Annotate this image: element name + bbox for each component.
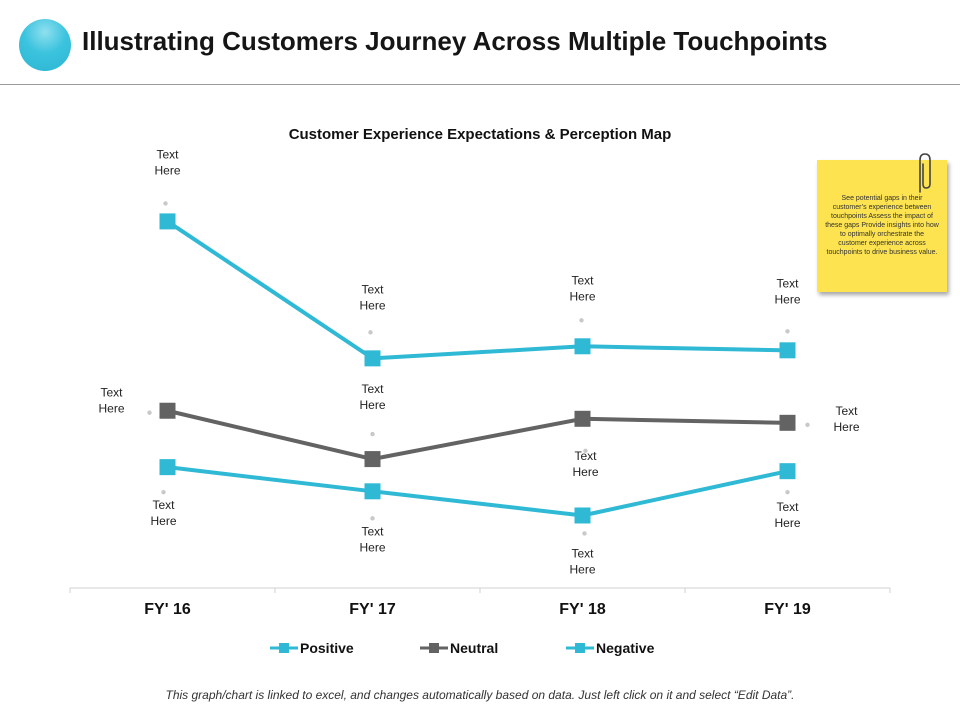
x-tick-label: FY' 19	[764, 601, 811, 618]
series-line-negative	[167, 465, 788, 518]
chart-title: Customer Experience Expectations & Perce…	[288, 126, 672, 143]
data-label-positive: Text Here	[774, 276, 800, 306]
point-neutral	[779, 414, 796, 431]
data-label-negative: Text Here	[774, 500, 800, 530]
x-tick-label: FY' 18	[559, 601, 606, 618]
label-connector-dot	[368, 330, 373, 335]
sticky-note: See potential gaps in their customer’s e…	[817, 160, 947, 292]
point-negative	[574, 507, 591, 524]
point-neutral	[364, 451, 381, 468]
label-connector-dot	[785, 489, 790, 495]
label-connector-dot	[370, 516, 375, 521]
logo-icon	[19, 19, 71, 71]
x-tick-label: FY' 16	[144, 601, 191, 618]
point-neutral	[574, 410, 591, 427]
page-title: Illustrating Customers Journey Across Mu…	[82, 26, 828, 56]
point-positive	[364, 350, 381, 367]
data-label-neutral: Text Here	[833, 404, 859, 434]
series-line-neutral	[167, 408, 788, 462]
label-connector-dot	[805, 422, 810, 428]
legend-label-positive: Positive	[300, 640, 354, 656]
point-positive	[159, 213, 176, 230]
series-line-positive	[166, 219, 788, 361]
label-connector-dot	[582, 531, 587, 536]
paperclip-icon	[919, 153, 931, 193]
data-label-negative: Text Here	[150, 498, 176, 528]
point-neutral	[159, 402, 176, 419]
point-positive	[779, 342, 796, 359]
point-negative	[159, 459, 176, 476]
label-connector-dot	[579, 318, 584, 323]
data-label-negative: Text Here	[359, 524, 385, 554]
legend-marker-neutral	[429, 643, 439, 653]
footer-note: This graph/chart is linked to excel, and…	[165, 688, 795, 702]
legend-marker-positive	[279, 643, 289, 653]
data-label-neutral: Text Here	[572, 449, 598, 479]
data-label-positive: Text Here	[154, 147, 180, 177]
data-label-neutral: Text Here	[98, 386, 124, 416]
label-connector-dot	[583, 448, 588, 453]
point-negative	[364, 483, 381, 500]
label-connector-dot	[161, 489, 166, 495]
data-label-positive: Text Here	[569, 273, 595, 303]
label-connector-dot	[163, 201, 168, 206]
data-label-positive: Text Here	[359, 282, 385, 312]
x-tick-label: FY' 17	[349, 601, 396, 618]
point-negative	[779, 463, 796, 480]
title-divider	[0, 84, 960, 85]
legend-marker-negative	[575, 643, 585, 653]
sticky-note-text: See potential gaps in their customer’s e…	[825, 195, 939, 256]
legend-label-negative: Negative	[596, 640, 655, 656]
point-positive	[574, 338, 591, 355]
data-label-negative: Text Here	[569, 546, 595, 576]
legend-label-neutral: Neutral	[450, 640, 498, 656]
label-connector-dot	[147, 410, 152, 415]
label-connector-dot	[370, 431, 375, 437]
data-label-neutral: Text Here	[359, 382, 385, 412]
label-connector-dot	[785, 329, 790, 334]
